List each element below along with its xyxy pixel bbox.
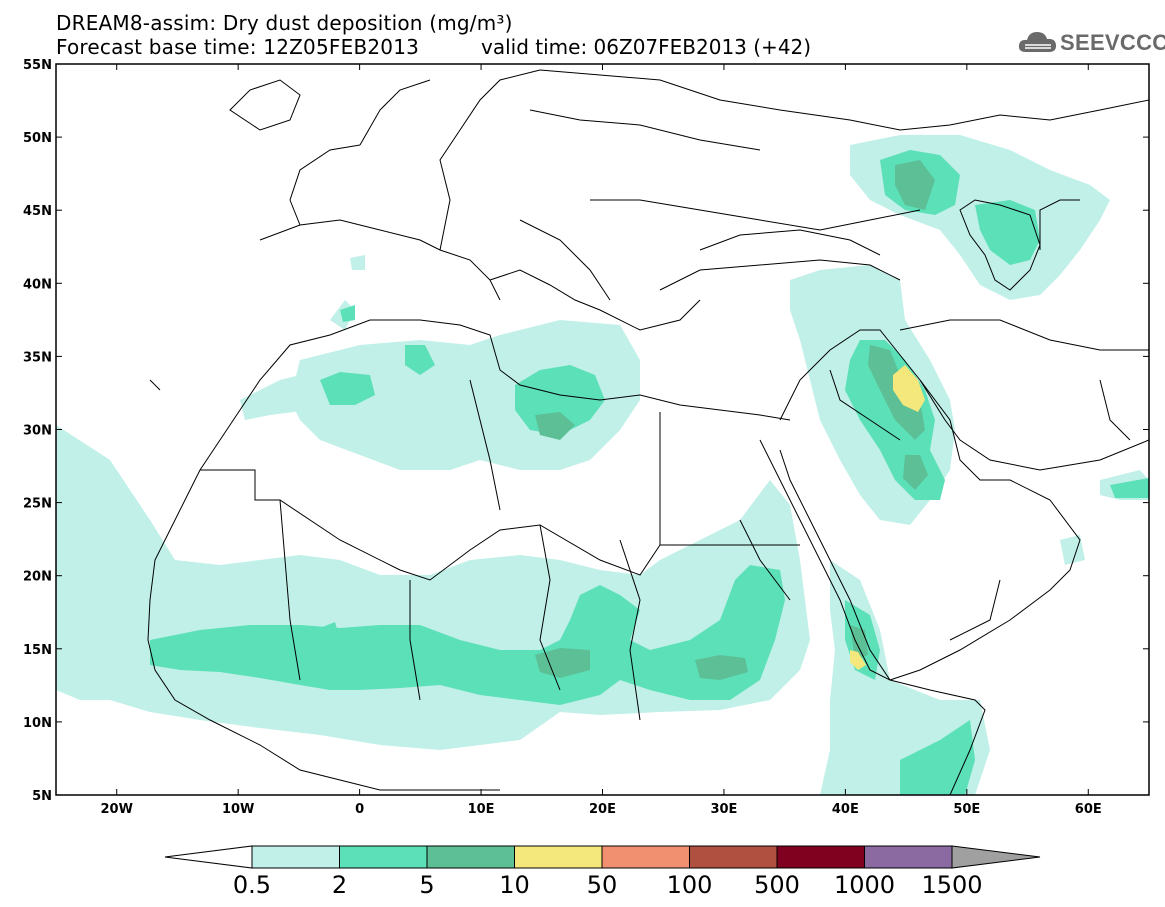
colorbar-right-arrow	[951, 845, 1041, 869]
seevccc-logo: SEEVCCC	[1018, 28, 1165, 58]
lon-tick-label: 10E	[468, 802, 495, 817]
colorbar-swatch	[601, 845, 690, 869]
dust-level-10	[850, 365, 925, 670]
colorbar-left-arrow	[164, 845, 253, 869]
lon-tick-label: 50E	[953, 802, 980, 817]
colorbar-label: 100	[667, 871, 713, 899]
lat-tick-label: 15N	[23, 643, 52, 658]
colorbar-label: 50	[587, 871, 618, 899]
colorbar-swatch	[251, 845, 340, 869]
colorbar-label: 1000	[834, 871, 895, 899]
dust-deposition-map: 55N 50N 45N 40N 35N 30N 25N 20N 15N 10N 5N 20W 10W 0…	[23, 58, 1150, 817]
logo-text: SEEVCCC	[1060, 30, 1165, 55]
lon-tick-label: 0	[355, 802, 364, 817]
lat-tick-label: 40N	[23, 277, 52, 292]
colorbar-label: 1500	[921, 871, 982, 899]
lon-tick-label: 60E	[1075, 802, 1102, 817]
colorbar-swatch	[339, 845, 428, 869]
colorbar-label: 0.5	[233, 871, 271, 899]
lon-tick-label: 20W	[101, 802, 133, 817]
lat-tick-label: 25N	[23, 497, 52, 512]
latitude-axis: 55N 50N 45N 40N 35N 30N 25N 20N 15N 10N 5N	[23, 58, 1149, 804]
lat-tick-label: 30N	[23, 424, 52, 439]
colorbar-label: 500	[754, 871, 800, 899]
lat-tick-label: 45N	[23, 204, 52, 219]
lon-tick-label: 40E	[832, 802, 859, 817]
colorbar-label: 2	[332, 871, 347, 899]
colorbar-swatch	[514, 845, 603, 869]
lat-tick-label: 55N	[23, 58, 52, 73]
colorbar-swatch	[864, 845, 953, 869]
lat-tick-label: 10N	[23, 716, 52, 731]
colorbar-swatch	[426, 845, 515, 869]
colorbar-swatch	[689, 845, 778, 869]
map-title: DREAM8-assim: Dry dust deposition (mg/m³…	[56, 11, 513, 35]
colorbar-label: 5	[419, 871, 434, 899]
cloud-icon	[1018, 32, 1056, 52]
lat-tick-label: 5N	[32, 789, 52, 804]
lat-tick-label: 20N	[23, 570, 52, 585]
longitude-axis: 20W 10W 0 10E 20E 30E 40E 50E 60E	[101, 64, 1102, 817]
colorbar-label: 10	[499, 871, 530, 899]
lon-tick-label: 10W	[222, 802, 254, 817]
lon-tick-label: 20E	[589, 802, 616, 817]
forecast-base-time: Forecast base time: 12Z05FEB2013	[56, 35, 420, 59]
colorbar-swatch	[776, 845, 865, 869]
lat-tick-label: 35N	[23, 350, 52, 365]
lat-tick-label: 50N	[23, 131, 52, 146]
valid-time: valid time: 06Z07FEB2013 (+42)	[481, 35, 812, 59]
lon-tick-label: 30E	[710, 802, 737, 817]
coastlines	[147, 69, 1149, 795]
